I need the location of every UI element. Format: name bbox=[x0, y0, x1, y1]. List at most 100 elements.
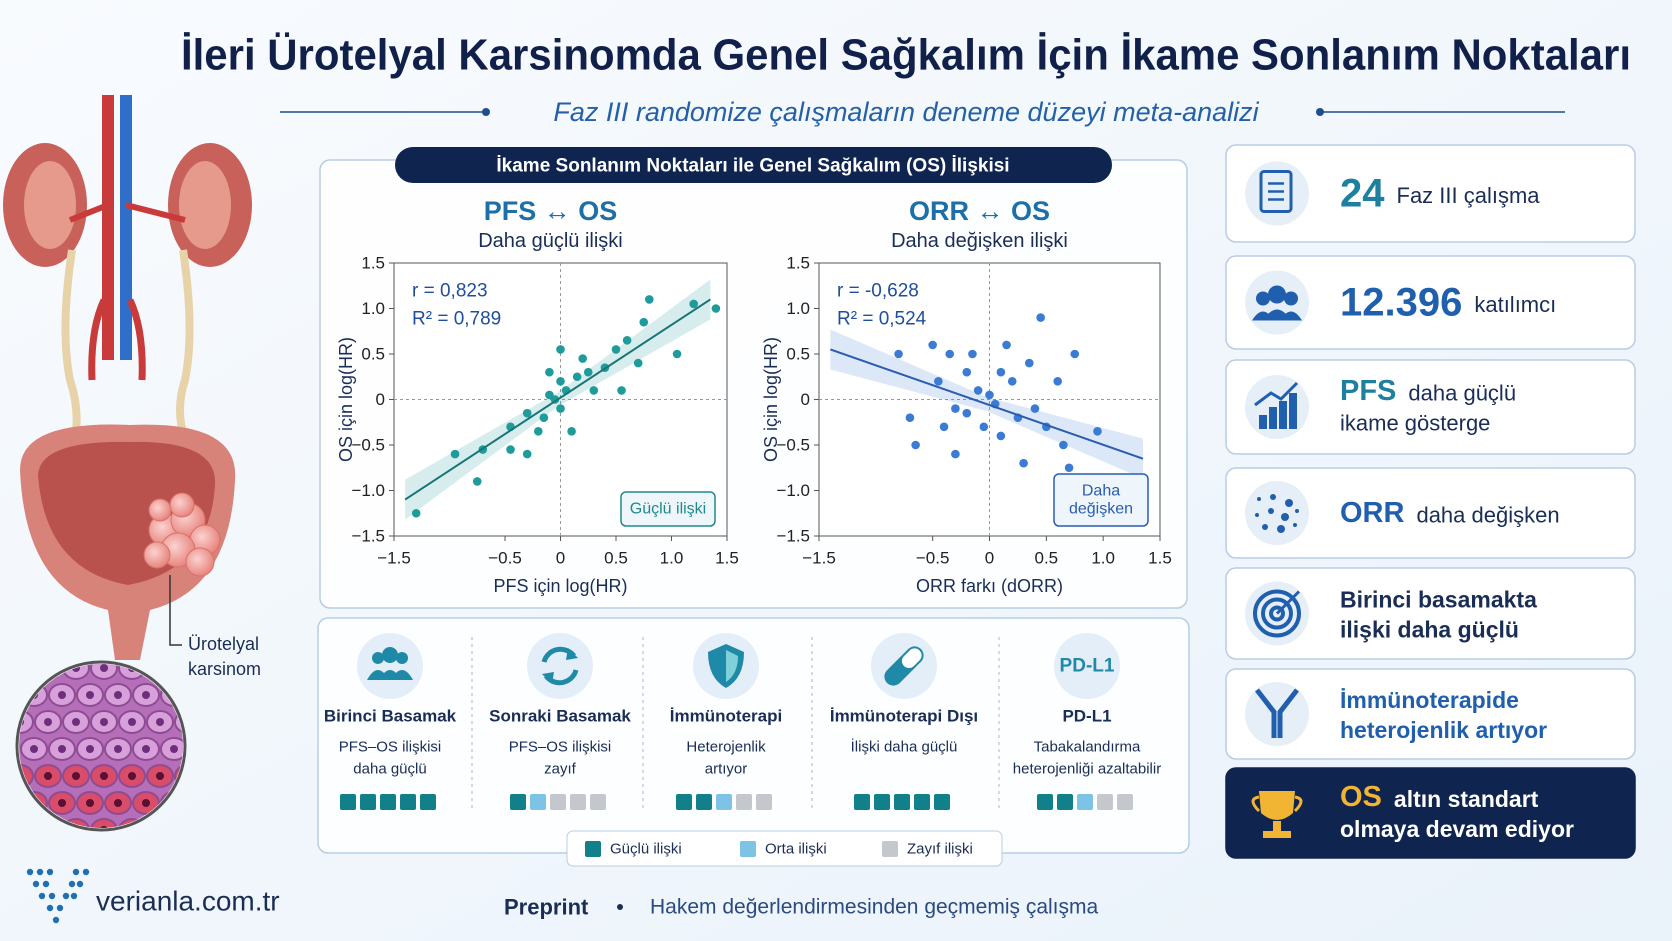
legend-swatch bbox=[882, 841, 898, 857]
legend-label: Zayıf ilişki bbox=[907, 841, 973, 858]
nucleus bbox=[128, 718, 136, 726]
brand-logo bbox=[26, 868, 90, 924]
icon bbox=[1273, 821, 1281, 831]
icon bbox=[1263, 831, 1291, 838]
strength-square bbox=[1077, 794, 1093, 810]
icon bbox=[1268, 285, 1286, 304]
strength-square bbox=[736, 794, 752, 810]
strength-square bbox=[854, 794, 870, 810]
nucleus bbox=[156, 772, 164, 780]
logo-dot bbox=[62, 892, 70, 900]
chart-title: PFS ↔ OS bbox=[484, 196, 618, 226]
nucleus bbox=[142, 745, 150, 753]
x-tick-label: −0.5 bbox=[916, 549, 950, 568]
x-tick-label: 0.5 bbox=[1035, 549, 1059, 568]
data-point bbox=[633, 358, 643, 368]
strength-square bbox=[696, 794, 712, 810]
nucleus bbox=[86, 745, 94, 753]
strength-square bbox=[676, 794, 692, 810]
decoration bbox=[185, 547, 215, 577]
strength-square bbox=[400, 794, 416, 810]
illustration-label: karsinom bbox=[188, 659, 261, 679]
nucleus bbox=[114, 745, 122, 753]
strength-square bbox=[716, 794, 732, 810]
category-description: Tabakalandırma bbox=[1034, 739, 1141, 756]
icon bbox=[542, 648, 578, 684]
data-point bbox=[934, 377, 943, 386]
x-tick-label: 0.5 bbox=[604, 549, 628, 568]
stat-icon bbox=[1245, 682, 1309, 746]
icon bbox=[1281, 513, 1289, 521]
badge-text: değişken bbox=[1069, 501, 1133, 518]
decoration bbox=[143, 492, 221, 577]
icon-bg bbox=[1245, 481, 1309, 545]
icon bbox=[1277, 525, 1285, 533]
category-description: İlişki daha güçlü bbox=[851, 738, 958, 756]
category-icon-bg bbox=[357, 633, 423, 699]
nucleus bbox=[100, 664, 108, 672]
nucleus bbox=[114, 799, 122, 807]
x-axis-label: ORR farkı (dORR) bbox=[916, 576, 1063, 596]
icon bbox=[1285, 499, 1293, 507]
strength-square bbox=[510, 794, 526, 810]
data-point bbox=[1059, 440, 1068, 450]
logo-dot bbox=[32, 880, 40, 888]
category-title: Sonraki Basamak bbox=[489, 707, 631, 726]
strength-square bbox=[1097, 794, 1113, 810]
legend-swatch bbox=[585, 841, 601, 857]
stat-text: ilişki daha güçlü bbox=[1340, 617, 1519, 643]
legend-label: Güçlü ilişki bbox=[610, 841, 682, 858]
trend-line bbox=[830, 348, 1144, 460]
stat-annotation: R² = 0,524 bbox=[837, 309, 927, 330]
category-title: İmmünoterapi Dışı bbox=[830, 707, 978, 726]
data-point bbox=[556, 345, 565, 354]
nucleus bbox=[58, 745, 66, 753]
decoration bbox=[176, 249, 194, 442]
y-tick-label: −1.5 bbox=[351, 527, 385, 546]
stat-text: İmmünoterapide bbox=[1340, 687, 1519, 713]
page-title: İleri Ürotelyal Karsinomda Genel Sağkalı… bbox=[181, 31, 1631, 80]
stat-annotation: r = 0,823 bbox=[412, 281, 488, 302]
subtitle-dot bbox=[1316, 108, 1324, 116]
data-point bbox=[545, 367, 554, 377]
data-point bbox=[645, 295, 654, 304]
strength-square bbox=[756, 794, 772, 810]
strength-square bbox=[874, 794, 890, 810]
data-point bbox=[611, 345, 621, 354]
data-point bbox=[973, 386, 983, 395]
data-point bbox=[1002, 340, 1011, 350]
cell bbox=[90, 818, 118, 828]
icon bbox=[1254, 381, 1299, 407]
data-point bbox=[556, 404, 565, 413]
icon bbox=[1253, 589, 1301, 638]
preprint-tag: Preprint bbox=[504, 895, 589, 920]
y-tick-label: −0.5 bbox=[776, 436, 810, 455]
legend-box bbox=[566, 830, 1003, 867]
stat-text: daha değişken bbox=[1416, 503, 1559, 528]
data-point bbox=[951, 404, 960, 413]
y-tick-label: 1.0 bbox=[786, 299, 810, 318]
x-tick-label: −0.5 bbox=[488, 549, 522, 568]
icon bbox=[901, 648, 922, 669]
data-point bbox=[639, 317, 649, 327]
strength-square bbox=[420, 794, 436, 810]
y-tick-label: 0 bbox=[801, 390, 810, 409]
data-point bbox=[1024, 358, 1034, 368]
stat-icon bbox=[1251, 791, 1303, 838]
stat-text: Faz III çalışma bbox=[1397, 183, 1541, 208]
data-point bbox=[951, 449, 960, 459]
data-point bbox=[572, 372, 582, 382]
stat-card bbox=[1225, 668, 1636, 760]
strength-square bbox=[340, 794, 356, 810]
stat-text: olmaya devam ediyor bbox=[1340, 816, 1574, 842]
stat-icon bbox=[1245, 270, 1309, 335]
nucleus bbox=[170, 745, 178, 753]
data-point bbox=[1064, 463, 1074, 473]
stat-text: daha güçlü bbox=[1408, 381, 1516, 406]
data-point bbox=[522, 449, 532, 459]
data-point bbox=[1019, 458, 1028, 468]
logo-dot bbox=[82, 868, 90, 876]
decoration bbox=[19, 664, 183, 828]
icon bbox=[1255, 513, 1259, 517]
